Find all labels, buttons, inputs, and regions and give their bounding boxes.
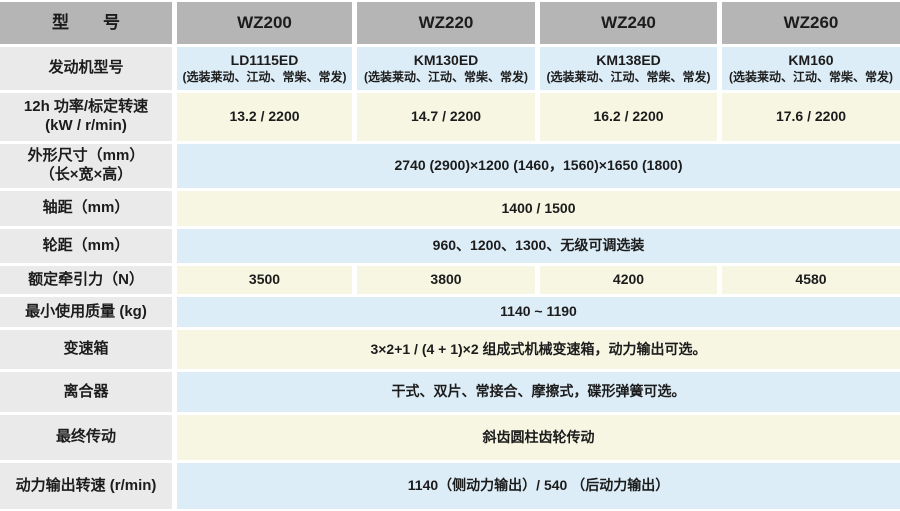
- row-label-min-weight: 最小使用质量 (kg): [0, 297, 172, 327]
- engine-model: KM160: [788, 52, 834, 69]
- header-cell-wz220: WZ220: [357, 2, 535, 44]
- engine-model: LD1115ED: [230, 52, 299, 69]
- row-label-power: 12h 功率/标定转速 (kW / r/min): [0, 93, 172, 141]
- final-drive-value-cell: 斜齿圆柱齿轮传动: [177, 415, 900, 460]
- dimensions-label-line1: 外形尺寸（mm）: [27, 147, 145, 165]
- engine-cell: LD1115ED (选装莱动、江动、常柴、常发): [177, 47, 352, 90]
- dimensions-label-line2: （长×宽×高）: [39, 166, 133, 183]
- track-value-cell: 960、1200、1300、无级可调选装: [177, 229, 900, 263]
- header-cell-wz260: WZ260: [722, 2, 900, 44]
- engine-options-note: (选装莱动、江动、常柴、常发): [182, 69, 347, 84]
- min-weight-value-cell: 1140 ~ 1190: [177, 297, 900, 327]
- header-cell-wz200: WZ200: [177, 2, 352, 44]
- row-label-gearbox: 变速箱: [0, 330, 172, 369]
- row-label-clutch: 离合器: [0, 372, 172, 412]
- row-label-final-drive: 最终传动: [0, 415, 172, 460]
- row-label-dimensions: 外形尺寸（mm） （长×宽×高）: [0, 144, 172, 188]
- power-cell: 13.2 / 2200: [177, 93, 352, 141]
- power-cell: 17.6 / 2200: [722, 93, 900, 141]
- engine-options-note: (选装莱动、江动、常柴、常发): [729, 69, 893, 84]
- clutch-value-cell: 干式、双片、常接合、摩擦式，碟形弹簧可选。: [177, 372, 900, 412]
- traction-cell: 4580: [722, 266, 900, 294]
- power-cell: 14.7 / 2200: [357, 93, 535, 141]
- dimensions-value-cell: 2740 (2900)×1200 (1460，1560)×1650 (1800): [177, 144, 900, 188]
- traction-cell: 3500: [177, 266, 352, 294]
- engine-model: KM130ED: [413, 52, 479, 69]
- power-cell: 16.2 / 2200: [540, 93, 717, 141]
- row-label-wheelbase: 轴距（mm）: [0, 191, 172, 226]
- wheelbase-value-cell: 1400 / 1500: [177, 191, 900, 226]
- power-label-line1: 12h 功率/标定转速: [23, 98, 149, 116]
- gearbox-value-cell: 3×2+1 / (4 + 1)×2 组成式机械变速箱，动力输出可选。: [177, 330, 900, 369]
- power-label-line2: (kW / r/min): [45, 117, 127, 134]
- row-label-pto-speed: 动力输出转速 (r/min): [0, 463, 172, 509]
- engine-options-note: (选装莱动、江动、常柴、常发): [364, 69, 528, 84]
- header-cell-model-label: 型 号: [0, 2, 172, 44]
- engine-cell: KM138ED (选装莱动、江动、常柴、常发): [540, 47, 717, 90]
- row-label-engine: 发动机型号: [0, 47, 172, 90]
- engine-cell: KM130ED (选装莱动、江动、常柴、常发): [357, 47, 535, 90]
- traction-cell: 4200: [540, 266, 717, 294]
- header-cell-wz240: WZ240: [540, 2, 717, 44]
- engine-options-note: (选装莱动、江动、常柴、常发): [546, 69, 711, 84]
- engine-cell: KM160 (选装莱动、江动、常柴、常发): [722, 47, 900, 90]
- engine-model: KM138ED: [596, 52, 661, 69]
- traction-cell: 3800: [357, 266, 535, 294]
- row-label-traction: 额定牵引力（N）: [0, 266, 172, 294]
- row-label-track: 轮距（mm）: [0, 229, 172, 263]
- pto-speed-value-cell: 1140（侧动力输出）/ 540 （后动力输出）: [177, 463, 900, 509]
